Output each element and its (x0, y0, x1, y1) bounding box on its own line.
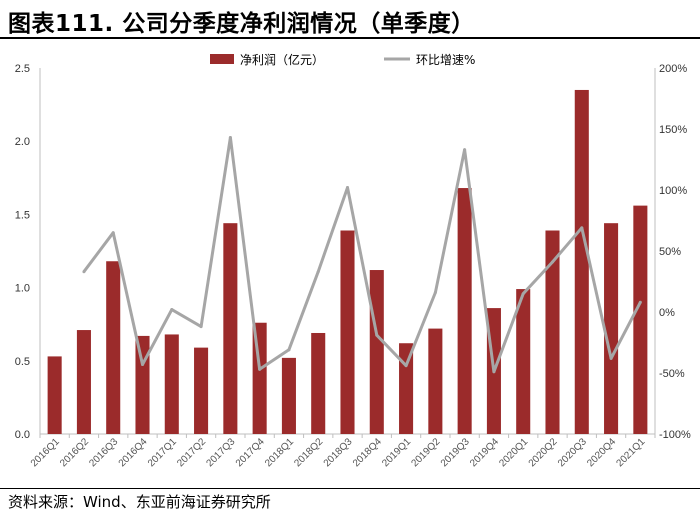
left-tick-label: 2.5 (15, 63, 30, 75)
bar (311, 332, 326, 434)
x-tick-label: 2018Q2 (292, 436, 325, 469)
bar (223, 223, 238, 434)
line-point (316, 270, 320, 274)
chart: 0.0 0.5 1.0 1.5 2.0 2.5 -100% -50% 0% 50% 100% 150%… (15, 52, 691, 469)
bar-series (47, 89, 648, 435)
legend-label-line: 环比增速% (416, 53, 475, 67)
left-tick-label: 0.5 (15, 356, 30, 368)
x-tick-label: 2020Q1 (497, 436, 530, 469)
x-tick-label: 2016Q4 (117, 436, 150, 469)
x-tick-label: 2021Q1 (615, 436, 648, 469)
legend-label-bar: 净利润（亿元） (240, 52, 324, 67)
bar (135, 335, 150, 434)
left-tick-label: 0.0 (15, 429, 30, 441)
legend: 净利润（亿元） 环比增速% (210, 52, 475, 67)
line-point (141, 362, 144, 366)
line-point (463, 148, 467, 152)
bar (399, 343, 414, 434)
title-divider (0, 37, 700, 39)
x-tick-label: 2019Q4 (468, 436, 501, 469)
bar (369, 270, 384, 434)
x-tick-label: 2017Q3 (205, 436, 238, 469)
source-note: 资料来源：Wind、东亚前海证券研究所 (8, 493, 271, 511)
bar (164, 334, 179, 434)
right-tick-label: 100% (659, 185, 687, 197)
bar (574, 89, 589, 435)
line-point (287, 348, 291, 352)
line-point (170, 308, 174, 312)
growth-line (82, 136, 642, 374)
bar (545, 230, 560, 434)
line-series (82, 136, 642, 374)
bar (428, 328, 443, 434)
left-tick-label: 2.0 (15, 136, 30, 148)
bar (106, 261, 121, 434)
line-point (111, 231, 115, 235)
bar (604, 223, 619, 434)
line-point (404, 364, 408, 368)
bar (457, 188, 472, 434)
right-tick-label: -50% (659, 368, 685, 380)
bar (340, 230, 355, 434)
x-tick-label: 2019Q3 (439, 436, 472, 469)
left-tick-label: 1.0 (15, 283, 30, 295)
right-tick-label: 150% (659, 124, 687, 136)
line-point (580, 226, 584, 230)
line-point (82, 270, 86, 274)
line-point (638, 300, 642, 304)
right-tick-label: 200% (659, 63, 687, 75)
x-tick-label: 2018Q4 (351, 436, 384, 469)
right-tick-label: -100% (659, 429, 691, 441)
x-tick-label: 2017Q4 (234, 436, 267, 469)
line-point (521, 292, 525, 296)
right-tick-label: 50% (659, 246, 681, 258)
x-tick-label: 2016Q1 (29, 436, 62, 469)
x-tick-label: 2017Q1 (146, 436, 179, 469)
bar (633, 205, 648, 434)
source-divider (0, 488, 700, 489)
chart-title: 图表111. 公司分季度净利润情况（单季度） (8, 11, 475, 37)
left-tick-label: 1.5 (15, 209, 30, 221)
bar (516, 289, 531, 434)
line-point (258, 367, 262, 371)
line-point (199, 325, 203, 329)
line-point (346, 186, 349, 190)
right-tick-label: 0% (659, 307, 675, 319)
line-point (375, 333, 379, 337)
line-point (228, 136, 232, 140)
x-tick-label: 2020Q3 (556, 436, 589, 469)
x-tick-label: 2017Q2 (175, 436, 208, 469)
line-point (492, 370, 496, 374)
x-tick-label: 2016Q2 (58, 436, 91, 469)
legend-swatch-bar (210, 54, 234, 64)
line-point (433, 290, 437, 294)
x-tick-label: 2020Q4 (585, 436, 618, 469)
x-tick-label: 2019Q1 (380, 436, 413, 469)
bar (281, 357, 296, 434)
x-tick-label: 2016Q3 (87, 436, 120, 469)
bar (194, 347, 209, 434)
line-point (551, 260, 554, 264)
bar (47, 356, 62, 434)
x-tick-label: 2018Q1 (263, 436, 296, 469)
x-tick-label: 2018Q3 (322, 436, 355, 469)
x-tick-label: 2019Q2 (410, 436, 443, 469)
x-tick-label: 2020Q2 (527, 436, 560, 469)
line-point (609, 356, 613, 360)
bar (76, 330, 91, 434)
